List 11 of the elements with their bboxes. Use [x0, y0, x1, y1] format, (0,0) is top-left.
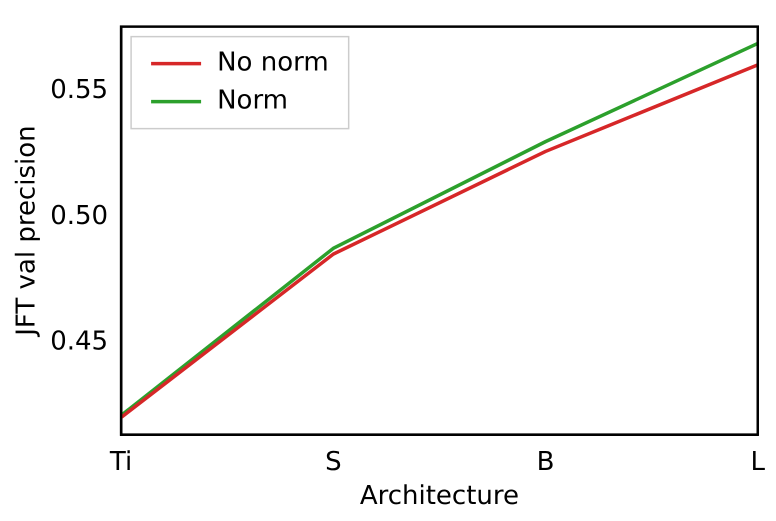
x-tick-label: Ti: [108, 446, 132, 477]
y-tick-label: 0.50: [50, 200, 108, 231]
x-tick-label: S: [325, 446, 342, 477]
y-tick-label: 0.45: [50, 326, 108, 357]
x-tick-label: L: [750, 446, 766, 477]
y-axis-title: JFT val precision: [11, 125, 42, 338]
y-tick-label: 0.55: [50, 75, 108, 106]
x-tick-label: B: [536, 446, 554, 477]
legend-label: No norm: [217, 47, 329, 78]
x-axis-title: Architecture: [360, 481, 520, 512]
legend-label: Norm: [217, 85, 288, 116]
